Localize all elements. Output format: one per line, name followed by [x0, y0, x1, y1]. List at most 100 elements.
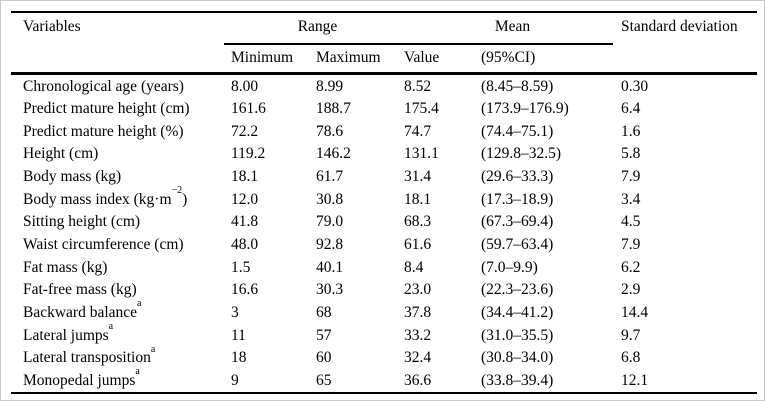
- range-mean-spanner-rule: [224, 43, 613, 45]
- maximum-cell: 60: [316, 349, 332, 367]
- mean-value-cell: 33.2: [404, 326, 432, 344]
- variable-label: Body mass (kg): [23, 168, 122, 186]
- sd-cell: 5.8: [621, 145, 641, 163]
- ci-cell: (22.3–23.6): [481, 281, 554, 299]
- column-header-95ci: (95%CI): [481, 49, 536, 66]
- minimum-cell: 9: [231, 371, 239, 389]
- mean-value-cell: 74.7: [404, 122, 432, 140]
- variable-label-suffix: ): [182, 190, 188, 208]
- ci-cell: (31.0–35.5): [481, 326, 554, 344]
- variable-cell: Fat-free mass (kg): [11, 282, 231, 298]
- mean-value-cell: 37.8: [404, 303, 432, 321]
- column-header-maximum: Maximum: [316, 49, 381, 66]
- minimum-cell: 161.6: [231, 100, 266, 118]
- mean-value-cell: 31.4: [404, 168, 432, 186]
- ci-cell: (67.3–69.4): [481, 213, 554, 231]
- maximum-cell: 78.6: [316, 122, 344, 140]
- mean-value-cell: 36.6: [404, 371, 432, 389]
- sd-cell: 12.1: [621, 371, 649, 389]
- variable-label: Predict mature height (%): [23, 122, 184, 140]
- variable-label: Chronological age (years): [23, 77, 184, 95]
- ci-cell: (33.8–39.4): [481, 371, 554, 389]
- mean-value-cell: 8.52: [404, 77, 432, 95]
- variable-cell: Height (cm): [11, 146, 231, 162]
- ci-cell: (29.6–33.3): [481, 168, 554, 186]
- sd-cell: 9.7: [621, 326, 641, 344]
- variable-label: Height (cm): [23, 145, 99, 163]
- sd-cell: 6.2: [621, 258, 641, 276]
- maximum-cell: 79.0: [316, 213, 344, 231]
- footnote-marker: −2: [171, 185, 183, 197]
- footnote-marker: a: [108, 320, 114, 332]
- variable-cell: Body mass (kg): [11, 169, 231, 185]
- minimum-cell: 41.8: [231, 213, 259, 231]
- minimum-cell: 48.0: [231, 236, 259, 254]
- sd-cell: 3.4: [621, 190, 641, 208]
- minimum-cell: 3: [231, 303, 239, 321]
- ci-cell: (8.45–8.59): [481, 77, 554, 95]
- maximum-cell: 40.1: [316, 258, 344, 276]
- variable-cell: Sitting height (cm): [11, 214, 231, 230]
- ci-cell: (59.7–63.4): [481, 236, 554, 254]
- column-header-standard-deviation: Standard deviation: [621, 18, 738, 35]
- sd-cell: 0.30: [621, 77, 649, 95]
- footnote-marker: a: [150, 343, 156, 355]
- minimum-cell: 18: [231, 349, 247, 367]
- variable-label: Fat-free mass (kg): [23, 281, 137, 299]
- maximum-cell: 61.7: [316, 168, 344, 186]
- column-header-variables: Variables: [23, 18, 81, 35]
- maximum-cell: 92.8: [316, 236, 344, 254]
- variable-label: Backward balance: [23, 303, 138, 321]
- variable-label: Waist circumference (cm): [23, 236, 184, 254]
- maximum-cell: 30.8: [316, 190, 344, 208]
- sd-cell: 4.5: [621, 213, 641, 231]
- ci-cell: (7.0–9.9): [481, 258, 538, 276]
- maximum-cell: 8.99: [316, 77, 344, 95]
- column-group-header-range: Range: [297, 18, 338, 35]
- variable-cell: Waist circumference (cm): [11, 237, 231, 253]
- column-header-minimum: Minimum: [231, 49, 294, 66]
- variable-label: Predict mature height (cm): [23, 100, 190, 118]
- mean-value-cell: 32.4: [404, 349, 432, 367]
- mean-value-cell: 131.1: [404, 145, 439, 163]
- table-body: Chronological age (years) 8.00 8.99 8.52…: [11, 75, 757, 392]
- maximum-cell: 30.3: [316, 281, 344, 299]
- sd-cell: 1.6: [621, 122, 641, 140]
- mean-value-cell: 61.6: [404, 236, 432, 254]
- maximum-cell: 188.7: [316, 100, 351, 118]
- variable-label: Body mass index (kg·m: [23, 190, 172, 208]
- variable-cell: Backward balancea: [11, 299, 231, 321]
- variable-label: Lateral jumps: [23, 326, 109, 344]
- variable-cell: Monopedal jumpsa: [11, 367, 231, 389]
- mean-value-cell: 23.0: [404, 281, 432, 299]
- variable-cell: Predict mature height (cm): [11, 101, 231, 117]
- sd-cell: 6.8: [621, 349, 641, 367]
- minimum-cell: 12.0: [231, 190, 259, 208]
- header-body-separator-rule: [11, 72, 757, 75]
- minimum-cell: 16.6: [231, 281, 259, 299]
- ci-cell: (129.8–32.5): [481, 145, 562, 163]
- sd-cell: 14.4: [621, 303, 649, 321]
- table-bottom-rule: [11, 392, 757, 394]
- minimum-cell: 72.2: [231, 122, 259, 140]
- variable-label: Sitting height (cm): [23, 213, 141, 231]
- footnote-marker: a: [135, 366, 140, 378]
- minimum-cell: 1.5: [231, 258, 251, 276]
- column-group-header-mean: Mean: [494, 18, 531, 35]
- maximum-cell: 68: [316, 303, 332, 321]
- ci-cell: (30.8–34.0): [481, 349, 554, 367]
- variable-cell: Chronological age (years): [11, 77, 231, 95]
- ci-cell: (74.4–75.1): [481, 122, 554, 140]
- variable-cell: Predict mature height (%): [11, 124, 231, 140]
- mean-value-cell: 175.4: [404, 100, 439, 118]
- variable-label: Lateral transposition: [23, 349, 151, 367]
- maximum-cell: 65: [316, 371, 332, 389]
- variable-cell: Body mass index (kg·m−2): [11, 186, 231, 208]
- sd-cell: 6.4: [621, 100, 641, 118]
- variable-cell: Lateral jumpsa: [11, 321, 231, 344]
- mean-value-cell: 8.4: [404, 258, 424, 276]
- ci-cell: (173.9–176.9): [481, 100, 569, 118]
- mean-value-cell: 18.1: [404, 190, 432, 208]
- column-header-value: Value: [404, 49, 440, 66]
